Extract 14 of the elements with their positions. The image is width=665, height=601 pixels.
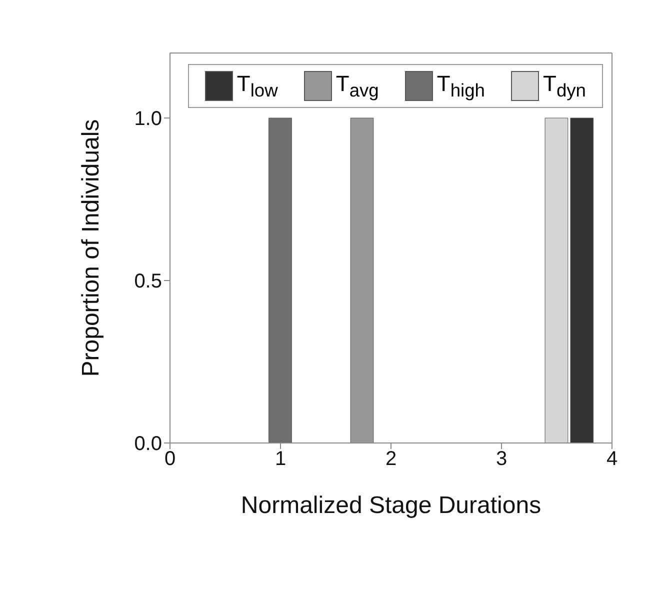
y-tick-label: 1.0: [134, 108, 162, 130]
y-tick-label: 0.5: [134, 270, 162, 293]
legend-label: T$_{avg}$: [336, 71, 379, 102]
x-tick-label: 1: [274, 448, 286, 470]
x-axis-title: Normalized Stage Durations: [240, 492, 542, 519]
y-tick-label: 0.0: [134, 433, 162, 456]
legend-label: T$_{low}$: [236, 71, 278, 102]
legend-label: T$_{high}$: [436, 71, 485, 102]
x-tick-label: 3: [496, 448, 508, 470]
legend-label: T$_{dyn}$: [542, 71, 586, 102]
x-tick-label: 2: [385, 448, 397, 470]
x-tick-label: 0: [164, 448, 176, 470]
x-tick-label: 4: [606, 448, 618, 470]
y-axis-title: Proportion of Individuals: [78, 119, 105, 377]
